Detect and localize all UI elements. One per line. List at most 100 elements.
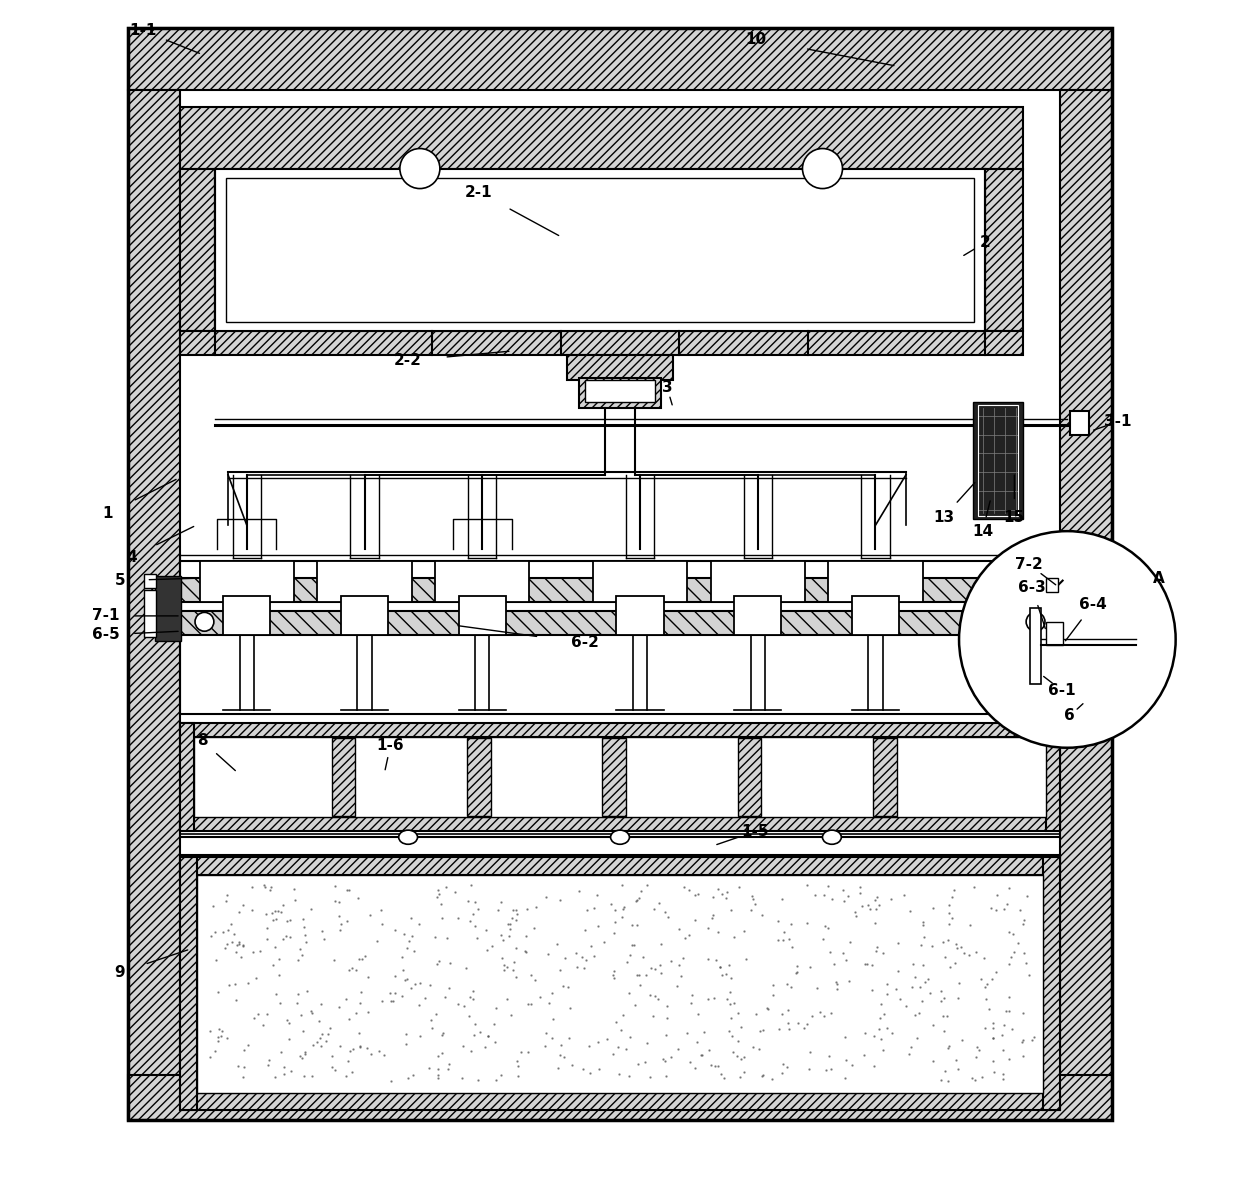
Point <box>720 900 740 919</box>
Point <box>709 957 729 976</box>
Text: 3-1: 3-1 <box>1104 414 1132 430</box>
Point <box>201 926 221 945</box>
Point <box>712 1064 732 1083</box>
Point <box>1013 910 1033 929</box>
Point <box>781 914 801 933</box>
Point <box>257 930 277 949</box>
Point <box>554 1048 574 1067</box>
Point <box>787 1014 807 1032</box>
Point <box>753 905 773 924</box>
Point <box>618 952 637 971</box>
Point <box>340 961 360 979</box>
Point <box>847 906 867 925</box>
Point <box>965 1070 985 1089</box>
Point <box>945 953 965 972</box>
Point <box>394 970 414 989</box>
Text: 1-1: 1-1 <box>129 24 157 38</box>
Point <box>430 894 450 913</box>
Point <box>982 1051 1002 1070</box>
Point <box>506 911 526 930</box>
Point <box>542 983 562 1002</box>
Point <box>815 885 835 904</box>
Bar <box>1029 608 1042 684</box>
Bar <box>467 739 491 817</box>
Point <box>301 900 321 919</box>
Point <box>281 1061 301 1080</box>
Point <box>243 943 263 962</box>
Point <box>551 1045 570 1064</box>
Point <box>549 891 569 910</box>
Point <box>358 968 378 986</box>
Point <box>866 891 885 910</box>
Point <box>937 930 957 949</box>
Point <box>983 1028 1003 1047</box>
Point <box>644 900 663 919</box>
Bar <box>128 90 180 1120</box>
Point <box>999 988 1019 1007</box>
Point <box>367 931 387 950</box>
Point <box>949 1060 968 1079</box>
Point <box>317 1024 337 1043</box>
Point <box>975 1018 994 1037</box>
Point <box>325 892 345 911</box>
Point <box>1017 953 1037 972</box>
Point <box>810 1002 830 1021</box>
Point <box>605 900 625 919</box>
Point <box>624 936 644 955</box>
Point <box>629 965 649 984</box>
Point <box>604 1044 624 1063</box>
Point <box>465 1015 485 1034</box>
Point <box>229 903 249 922</box>
Point <box>944 881 963 900</box>
Bar <box>828 560 923 602</box>
Point <box>883 1023 903 1042</box>
Point <box>342 1062 362 1081</box>
Point <box>963 878 983 897</box>
Point <box>384 966 404 985</box>
Bar <box>317 560 412 602</box>
Text: 14: 14 <box>972 524 993 538</box>
Point <box>568 958 588 977</box>
Point <box>464 1025 484 1044</box>
Bar <box>128 28 1112 1120</box>
Point <box>210 1020 229 1038</box>
Point <box>779 1001 799 1020</box>
Point <box>691 1045 711 1064</box>
Point <box>254 877 274 896</box>
Text: 2-2: 2-2 <box>394 353 422 368</box>
Point <box>238 1036 258 1055</box>
Point <box>382 991 402 1010</box>
Point <box>419 1058 439 1077</box>
Point <box>627 891 647 910</box>
Point <box>279 1029 299 1048</box>
Point <box>714 1068 734 1087</box>
Point <box>445 883 465 902</box>
Point <box>577 950 596 969</box>
Point <box>398 1068 418 1087</box>
Point <box>244 1009 264 1028</box>
Point <box>311 994 331 1012</box>
Point <box>601 894 621 913</box>
Point <box>1017 886 1037 905</box>
Point <box>939 1037 959 1056</box>
Point <box>983 1018 1003 1037</box>
Bar <box>197 874 1043 1093</box>
Point <box>587 885 606 904</box>
Point <box>350 1037 370 1056</box>
Point <box>492 930 512 949</box>
Point <box>605 912 625 931</box>
Point <box>436 929 456 948</box>
Point <box>253 1016 273 1035</box>
Point <box>800 1043 820 1062</box>
Point <box>589 1032 609 1051</box>
Point <box>905 968 925 986</box>
Point <box>427 955 446 974</box>
Bar <box>1070 411 1089 434</box>
Point <box>439 978 459 997</box>
Point <box>486 999 506 1018</box>
Point <box>479 1027 498 1045</box>
Point <box>258 1005 278 1024</box>
Point <box>340 880 360 899</box>
Point <box>908 1029 928 1048</box>
Point <box>934 989 954 1008</box>
